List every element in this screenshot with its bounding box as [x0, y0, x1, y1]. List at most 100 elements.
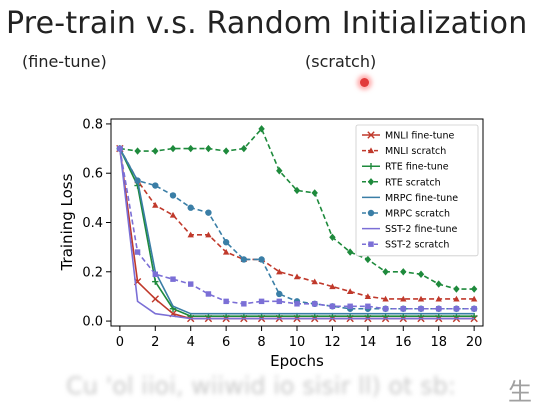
- data-point: [169, 211, 177, 218]
- data-point: [453, 295, 460, 302]
- data-point: [329, 233, 336, 241]
- legend-label: MRPC fine-tune: [385, 193, 458, 204]
- x-tick-label: 20: [466, 335, 483, 350]
- laser-pointer-dot: [360, 78, 369, 87]
- x-tick-label: 8: [257, 335, 265, 350]
- data-point: [435, 306, 442, 312]
- legend-item: SST-2 scratch: [362, 240, 449, 251]
- caption-character: 生: [508, 378, 532, 406]
- legend-marker: [367, 163, 375, 170]
- data-point: [134, 147, 141, 155]
- series-mnli-scratch: [116, 145, 478, 302]
- legend-marker: [367, 209, 375, 217]
- scratch-subtitle: (scratch): [305, 52, 377, 71]
- legend-label: RTE scratch: [385, 177, 441, 188]
- data-point: [311, 189, 318, 197]
- data-point: [222, 248, 230, 255]
- series-sst-2-scratch: [117, 145, 477, 312]
- data-point: [293, 273, 301, 280]
- data-point: [117, 145, 123, 152]
- data-point: [470, 285, 478, 293]
- data-point: [258, 125, 265, 133]
- data-point: [382, 295, 389, 302]
- data-point: [276, 298, 283, 305]
- data-point: [276, 268, 283, 275]
- legend-label: SST-2 scratch: [385, 240, 449, 251]
- data-point: [453, 306, 460, 312]
- data-point: [152, 147, 159, 155]
- data-point: [364, 255, 372, 264]
- y-tick-label: 0.2: [82, 265, 103, 280]
- marker-stroke: [367, 131, 375, 139]
- data-point: [346, 288, 354, 295]
- data-point: [169, 144, 177, 153]
- x-axis-label: Epochs: [270, 352, 324, 370]
- legend-item: MNLI scratch: [362, 146, 446, 157]
- data-point: [365, 303, 371, 310]
- legend-label: RTE fine-tune: [385, 162, 449, 173]
- series-layer: [116, 125, 478, 323]
- series-line: [119, 148, 475, 315]
- legend-item: MRPC fine-tune: [362, 193, 458, 204]
- data-point: [205, 291, 212, 297]
- data-point: [152, 278, 159, 285]
- x-tick-label: 18: [430, 335, 447, 350]
- data-point: [134, 177, 141, 184]
- series-line: [119, 128, 475, 290]
- data-point: [293, 186, 301, 195]
- x-tick-label: 6: [222, 335, 230, 350]
- series-sst-2-fine-tune: [119, 148, 475, 320]
- legend-label: MNLI scratch: [385, 146, 446, 157]
- data-point: [205, 144, 212, 153]
- legend-item: MRPC scratch: [362, 209, 450, 220]
- x-tick-label: 0: [116, 335, 124, 350]
- data-point: [169, 192, 177, 199]
- data-point: [347, 303, 353, 310]
- legend: MNLI fine-tune MNLI scratch RTE fine-tune R…: [355, 124, 479, 257]
- blurred-caption: Cu 'ol iioi, wiiwid io sisir ll) ot sb:: [66, 372, 456, 400]
- data-point: [382, 268, 389, 276]
- data-point: [187, 204, 194, 211]
- y-axis-label: Training Loss: [58, 173, 76, 271]
- data-point: [311, 301, 318, 307]
- data-point: [364, 293, 372, 299]
- data-point: [329, 283, 336, 290]
- data-point: [435, 295, 442, 302]
- legend-item: SST-2 fine-tune: [362, 224, 458, 235]
- data-point: [205, 231, 212, 238]
- series-line: [119, 148, 475, 320]
- y-tick-label: 0.4: [82, 216, 103, 231]
- fine-tune-subtitle: (fine-tune): [22, 52, 107, 71]
- marker-stroke: [151, 295, 159, 303]
- data-point: [222, 239, 230, 246]
- x-tick-label: 10: [289, 335, 306, 350]
- data-point: [276, 167, 283, 175]
- data-point: [435, 280, 442, 288]
- data-point: [258, 256, 265, 263]
- data-point: [400, 295, 407, 302]
- y-tick-label: 0.0: [82, 315, 103, 330]
- data-point: [329, 303, 336, 310]
- data-point: [241, 301, 247, 307]
- data-point: [382, 306, 389, 312]
- data-point: [453, 285, 460, 293]
- slide-title: Pre-train v.s. Random Initialization: [6, 6, 528, 41]
- data-point: [152, 182, 159, 189]
- data-point: [223, 298, 229, 305]
- data-point: [134, 249, 141, 255]
- data-point: [152, 271, 159, 277]
- legend-marker: [367, 178, 375, 186]
- legend-marker: [368, 241, 374, 247]
- data-point: [258, 298, 265, 305]
- data-point: [400, 306, 407, 312]
- legend-marker: [367, 131, 375, 139]
- data-point: [187, 231, 194, 238]
- data-point: [222, 147, 230, 155]
- data-point: [152, 202, 159, 208]
- y-tick-label: 0.6: [82, 167, 103, 182]
- data-point: [276, 290, 283, 298]
- data-point: [187, 144, 194, 153]
- data-point: [400, 268, 407, 276]
- legend-item: RTE fine-tune: [362, 162, 449, 173]
